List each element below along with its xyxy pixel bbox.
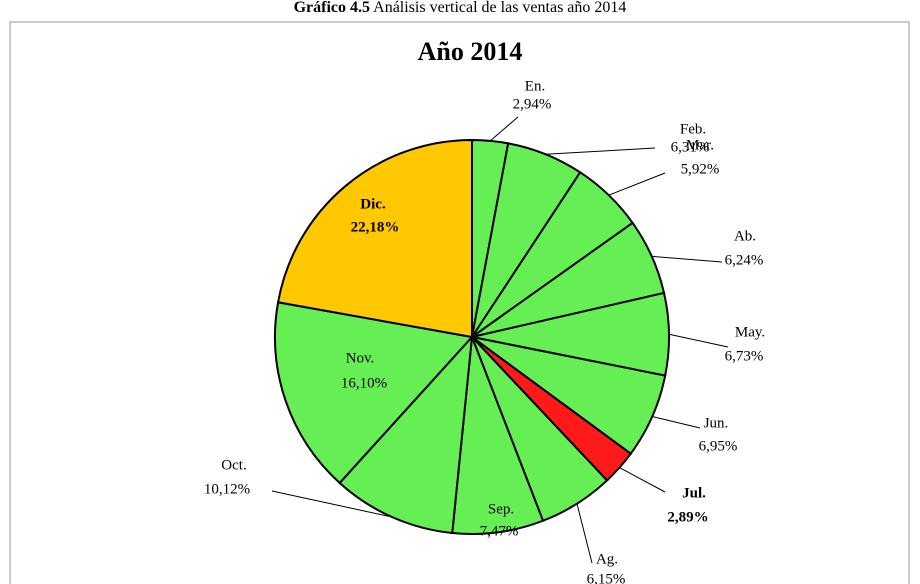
leader-line [576, 503, 593, 564]
leader-line [489, 116, 519, 142]
slice-label: Ag. [596, 551, 618, 567]
slice-value-label: 22,18% [351, 219, 400, 235]
slice-label: Nov. [346, 350, 375, 366]
slice-value-label: 5,92% [681, 161, 720, 177]
leader-line [271, 490, 393, 518]
slice-value-label: 6,24% [725, 252, 764, 268]
slice-value-label: 6,95% [699, 438, 738, 454]
slice-value-label: 2,94% [513, 96, 552, 112]
leader-line [608, 172, 666, 196]
slice-label: Jun. [704, 415, 729, 431]
slice-value-label: 7,47% [480, 523, 519, 539]
slice-value-label: 2,89% [667, 509, 708, 525]
leader-line [668, 333, 729, 348]
leader-line [545, 147, 656, 155]
slice-label: Ab. [734, 228, 756, 244]
leader-line [652, 416, 701, 429]
slice-label: En. [525, 78, 545, 94]
slice-value-label: 6,31% [671, 139, 710, 155]
pie-slice [274, 301, 474, 485]
caption-label: Gráfico 4.5 [294, 0, 370, 16]
slice-value-label: 6,73% [725, 348, 764, 364]
pie-slice [276, 138, 473, 339]
slice-label: Oct. [221, 457, 246, 473]
chart-title: Año 2014 [418, 37, 523, 66]
slice-value-label: 10,12% [204, 481, 250, 497]
slice-label: Mar. [686, 137, 714, 153]
caption: Gráfico 4.5 Análisis vertical de las ven… [294, 0, 627, 16]
slice-label: May. [735, 324, 765, 340]
slice-label: Feb. [680, 121, 706, 137]
slice-label: Jul. [682, 485, 706, 501]
slice-label: Dic. [360, 196, 386, 212]
slice-value-label: 6,15% [587, 571, 626, 584]
leader-line [651, 255, 723, 263]
slice-value-label: 16,10% [341, 375, 387, 391]
caption-text: Análisis vertical de las ventas año 2014 [373, 0, 626, 16]
leader-line [619, 467, 666, 493]
slice-label: Sep. [488, 501, 514, 517]
pie-slice [338, 334, 474, 535]
